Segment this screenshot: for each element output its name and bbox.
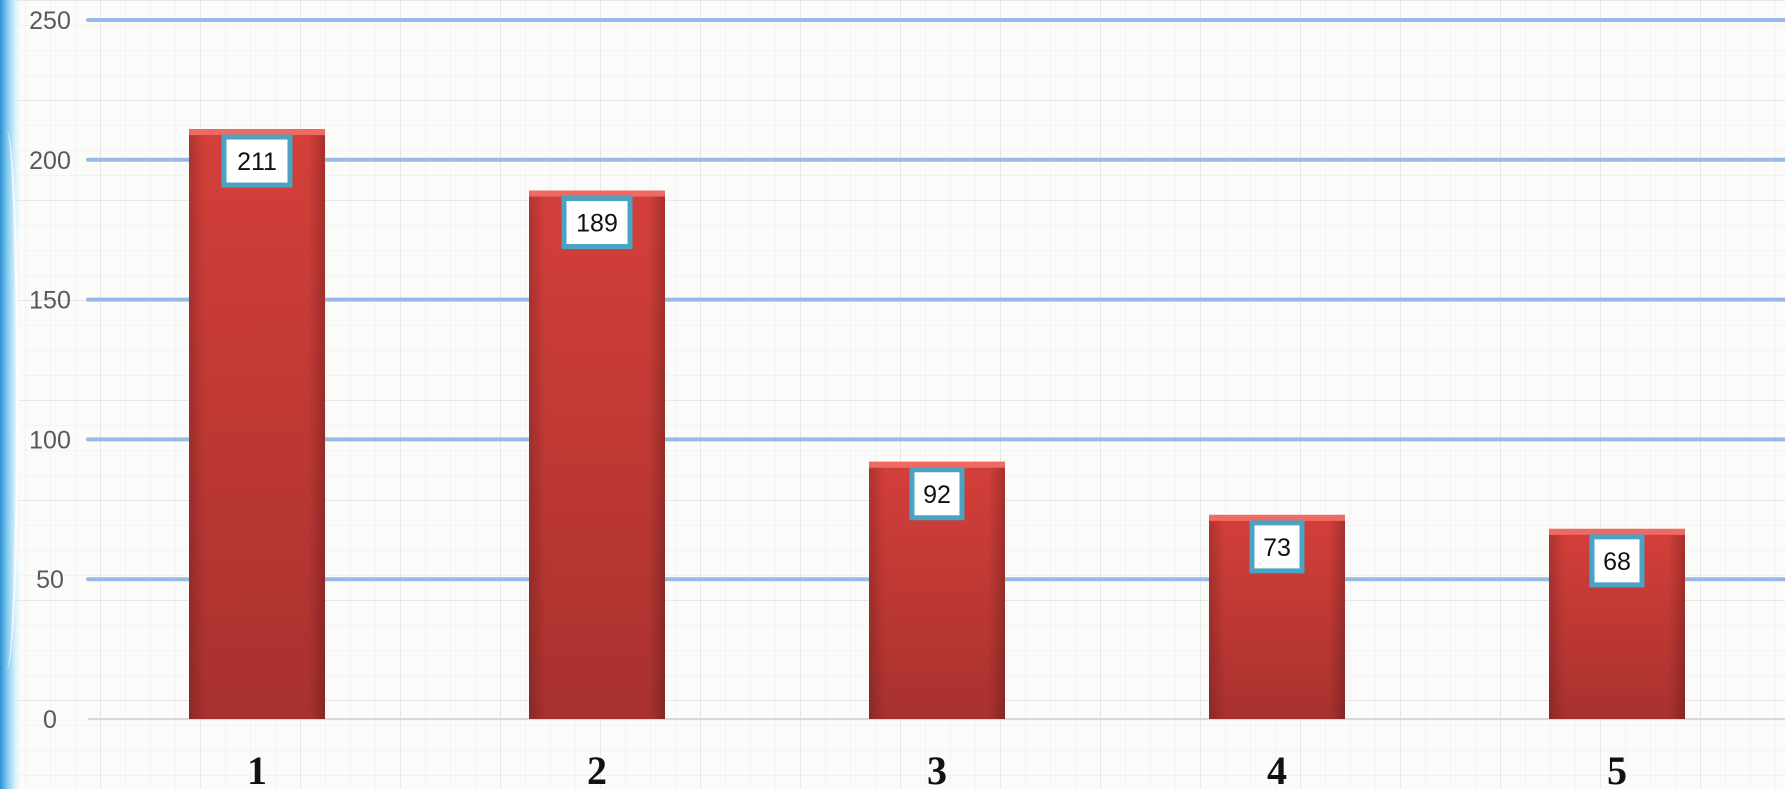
x-axis: 1 2 3 4 5: [247, 748, 1627, 789]
data-label-box-5: [1589, 534, 1645, 588]
y-tick-label: 250: [29, 7, 71, 35]
data-label-box-1: [221, 134, 293, 188]
bar-shade-1: [189, 129, 325, 719]
data-label-2: 189: [576, 210, 618, 238]
data-label-5: 68: [1603, 548, 1631, 576]
data-label-box-3: [909, 467, 965, 521]
y-tick-label: 200: [29, 147, 71, 175]
bar-bevel-2: [529, 190, 665, 197]
y-tick-label: 0: [43, 706, 57, 734]
data-label-4: 73: [1263, 534, 1291, 562]
y-axis: 0 50 100 150 200 250: [29, 7, 71, 734]
bar-bevel-3: [869, 461, 1005, 468]
bars: [189, 129, 1685, 719]
x-tick-label-2: 2: [587, 748, 607, 789]
data-label-1: 211: [237, 148, 277, 176]
x-tick-label-4: 4: [1267, 748, 1287, 789]
bar-bevel-4: [1209, 514, 1345, 521]
y-tick-label: 50: [36, 566, 64, 594]
x-tick-label-1: 1: [247, 748, 267, 789]
y-tick-label: 150: [29, 287, 71, 315]
data-label-box-2: [561, 196, 633, 250]
decorative-swoosh: [0, 130, 19, 670]
x-tick-label-3: 3: [927, 748, 947, 789]
bar-shade-2: [529, 190, 665, 719]
data-labels: 211 189 92 73 68: [221, 134, 1645, 588]
data-label-box-4: [1249, 520, 1305, 574]
x-tick-label-5: 5: [1607, 748, 1627, 789]
bar-bevel-5: [1549, 528, 1685, 535]
decorative-side-strip: [0, 0, 20, 789]
bar-bevel-1: [189, 129, 325, 136]
y-tick-label: 100: [29, 426, 71, 454]
data-label-3: 92: [923, 481, 951, 509]
